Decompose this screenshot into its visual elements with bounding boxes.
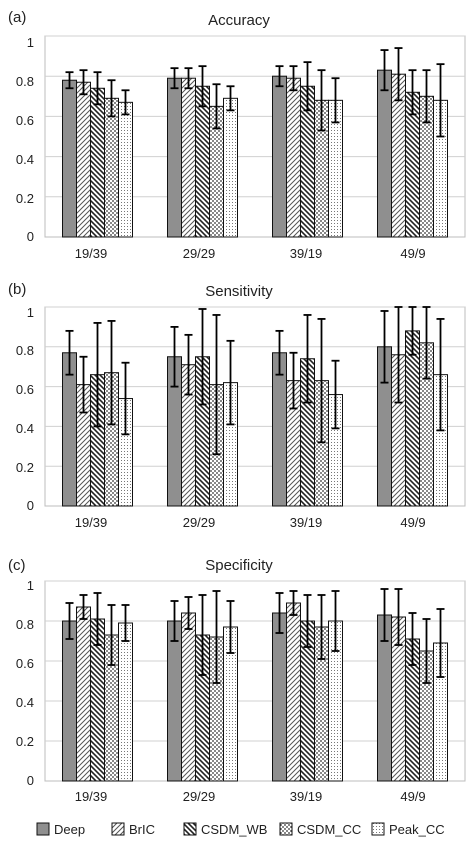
legend-label: Peak_CC	[389, 822, 445, 837]
y-tick-label: 1	[27, 578, 34, 593]
x-tick-label: 39/19	[290, 246, 323, 261]
y-tick-label: 0.8	[16, 74, 34, 89]
y-tick-label: 0	[27, 773, 34, 788]
bar	[272, 612, 287, 782]
chart-title: Accuracy	[208, 12, 270, 29]
bar	[181, 612, 196, 782]
legend-label: BrIC	[129, 822, 155, 837]
bar	[272, 75, 287, 238]
legend-swatch	[279, 822, 293, 836]
panel-label: (c)	[8, 557, 26, 574]
legend-item-csdm-wb: CSDM_WB	[183, 822, 267, 837]
bar	[272, 352, 287, 507]
x-tick-label: 39/19	[290, 789, 323, 804]
x-tick-label: 39/19	[290, 515, 323, 530]
legend-swatch	[111, 822, 125, 836]
x-tick-label: 49/9	[400, 789, 425, 804]
plot-area	[45, 580, 465, 782]
y-tick-label: 0.6	[16, 113, 34, 128]
y-tick-labels: 0 0.2 0.4 0.6 0.8 1	[16, 305, 34, 513]
y-tick-label: 0.8	[16, 617, 34, 632]
legend-swatch	[183, 822, 197, 836]
bar	[62, 620, 77, 782]
y-tick-label: 0.4	[16, 421, 34, 436]
bar	[62, 79, 77, 238]
panel-specificity: (c) Specificity 0 0.2 0.4 0.6 0.8 1 19/3…	[8, 557, 466, 804]
chart-title: Specificity	[205, 557, 273, 574]
bar	[167, 620, 182, 782]
bar	[405, 330, 420, 507]
legend-item-csdm-cc: CSDM_CC	[279, 822, 361, 837]
y-tick-label: 0.6	[16, 382, 34, 397]
panel-label: (a)	[8, 9, 26, 26]
y-tick-label: 0.6	[16, 656, 34, 671]
legend-item-bric: BrIC	[111, 822, 155, 837]
legend: Deep BrIC CSDM_WB CSDM_CC Peak_CC	[36, 822, 445, 837]
x-tick-labels: 19/39 29/29 39/19 49/9	[75, 789, 426, 804]
y-tick-label: 0.2	[16, 734, 34, 749]
y-tick-label: 0	[27, 229, 34, 244]
x-tick-label: 29/29	[183, 789, 216, 804]
legend-label: CSDM_WB	[201, 822, 267, 837]
y-tick-label: 0.4	[16, 152, 34, 167]
panel-sensitivity: (b) Sensitivity 0 0.2 0.4 0.6 0.8 1 19/3…	[8, 281, 466, 530]
legend-swatch	[371, 822, 385, 836]
x-tick-label: 29/29	[183, 515, 216, 530]
x-tick-label: 29/29	[183, 246, 216, 261]
x-tick-label: 19/39	[75, 515, 108, 530]
bar	[223, 97, 238, 238]
x-tick-label: 49/9	[400, 246, 425, 261]
bar	[195, 85, 210, 238]
legend-swatch	[36, 822, 50, 836]
plot-area	[45, 35, 465, 238]
x-tick-label: 49/9	[400, 515, 425, 530]
bar	[167, 77, 182, 238]
y-tick-label: 1	[27, 305, 34, 320]
legend-label: CSDM_CC	[297, 822, 361, 837]
bar	[62, 352, 77, 507]
x-tick-labels: 19/39 29/29 39/19 49/9	[75, 515, 426, 530]
bar	[118, 101, 133, 238]
panel-accuracy: (a) Accuracy 0 0.2 0.4 0.6 0.8 1 19/39 2…	[8, 9, 466, 261]
y-tick-label: 1	[27, 35, 34, 50]
bar	[181, 77, 196, 238]
panel-label: (b)	[8, 281, 26, 298]
legend-item-peak-cc: Peak_CC	[371, 822, 445, 837]
bar	[286, 602, 301, 782]
y-tick-label: 0.8	[16, 343, 34, 358]
x-tick-label: 19/39	[75, 789, 108, 804]
bar	[76, 606, 91, 782]
bar	[90, 87, 105, 238]
chart-title: Sensitivity	[205, 283, 273, 300]
y-tick-labels: 0 0.2 0.4 0.6 0.8 1	[16, 35, 34, 244]
plot-area	[45, 306, 465, 507]
bar	[377, 69, 392, 238]
bar	[286, 77, 301, 238]
x-tick-labels: 19/39 29/29 39/19 49/9	[75, 246, 426, 261]
bar	[118, 622, 133, 782]
y-tick-label: 0	[27, 498, 34, 513]
bar	[76, 81, 91, 238]
legend-item-deep: Deep	[36, 822, 85, 837]
legend-label: Deep	[54, 822, 85, 837]
y-tick-labels: 0 0.2 0.4 0.6 0.8 1	[16, 578, 34, 788]
y-tick-label: 0.2	[16, 460, 34, 475]
bar	[104, 97, 119, 238]
y-tick-label: 0.2	[16, 191, 34, 206]
x-tick-label: 19/39	[75, 246, 108, 261]
y-tick-label: 0.4	[16, 695, 34, 710]
